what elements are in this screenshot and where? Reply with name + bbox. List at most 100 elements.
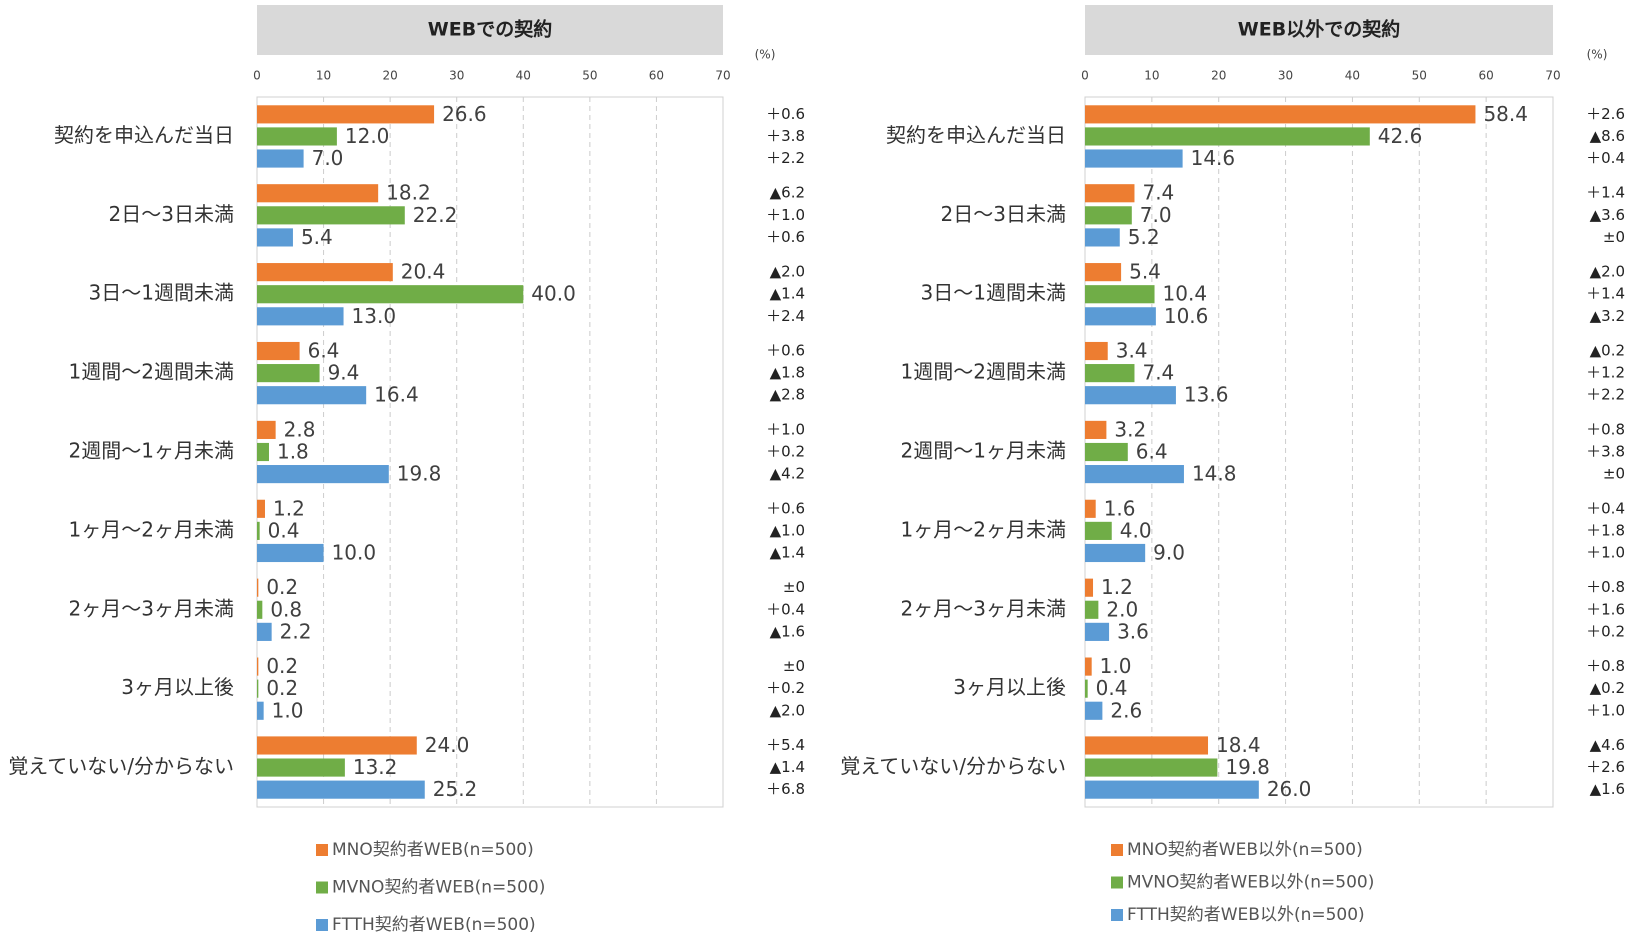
value-label: 20.4	[401, 260, 446, 284]
change-label: ＋2.6	[1586, 758, 1625, 776]
category-label: 覚えていない/分からない	[840, 754, 1066, 778]
legend-swatch	[316, 919, 328, 931]
category-label: 3ヶ月以上後	[953, 675, 1066, 699]
x-tick-label: 10	[316, 69, 331, 83]
value-label: 5.4	[301, 225, 333, 249]
bar	[257, 578, 259, 597]
change-label: ＋0.8	[1586, 420, 1625, 438]
category-label: 2日～3日未満	[941, 202, 1066, 226]
x-tick-label: 30	[1278, 69, 1293, 83]
bar	[1085, 105, 1476, 124]
category-label: 3日～1週間未満	[921, 281, 1066, 305]
change-label: ▲4.2	[770, 465, 805, 483]
change-label: ▲1.4	[770, 758, 805, 776]
bar	[257, 206, 405, 225]
change-label: ＋0.6	[766, 228, 805, 246]
bar	[257, 600, 263, 619]
value-label: 10.6	[1164, 304, 1209, 328]
unit-label: (%)	[1587, 48, 1608, 62]
bar	[257, 285, 524, 304]
unit-label: (%)	[755, 48, 776, 62]
change-label: ＋0.6	[766, 499, 805, 517]
chart-title: WEB以外での契約	[1238, 18, 1400, 41]
change-label: ▲8.6	[1590, 127, 1625, 145]
bar	[257, 521, 260, 540]
bar	[257, 758, 345, 777]
change-label: ＋3.8	[766, 127, 805, 145]
change-label: ▲0.2	[1590, 342, 1625, 360]
category-label: 1ヶ月～2ヶ月未満	[901, 517, 1066, 541]
bar	[257, 499, 265, 518]
bar	[1085, 701, 1103, 720]
value-label: 0.4	[1096, 676, 1128, 700]
category-label: 覚えていない/分からない	[8, 754, 234, 778]
change-label: ▲2.8	[770, 386, 805, 404]
bar	[1085, 578, 1094, 597]
bar	[257, 420, 276, 439]
value-label: 12.0	[345, 124, 390, 148]
bar	[257, 657, 259, 676]
x-tick-label: 70	[715, 69, 730, 83]
value-label: 0.2	[266, 654, 298, 678]
legend-label: MNO契約者WEB以外(n=500)	[1127, 840, 1363, 860]
bar	[1085, 465, 1184, 484]
change-label: ＋0.8	[1586, 657, 1625, 675]
change-label: ＋3.8	[1586, 443, 1625, 461]
change-label: ▲1.8	[770, 364, 805, 382]
value-label: 3.2	[1114, 417, 1146, 441]
change-label: ＋0.2	[766, 443, 805, 461]
category-label: 1週間～2週間未満	[901, 360, 1066, 384]
change-label: ▲3.6	[1590, 206, 1625, 224]
change-label: ±0	[783, 578, 805, 596]
change-label: ＋2.6	[1586, 105, 1625, 123]
change-label: ＋1.4	[1586, 285, 1625, 303]
change-label: ＋1.0	[1586, 701, 1625, 719]
change-label: ▲1.4	[770, 285, 805, 303]
x-tick-label: 60	[1479, 69, 1494, 83]
legend-label: FTTH契約者WEB(n=500)	[332, 915, 536, 935]
bar	[257, 465, 389, 484]
x-tick-label: 10	[1144, 69, 1159, 83]
bar	[1085, 780, 1259, 799]
bar	[257, 228, 293, 247]
bar	[257, 127, 337, 146]
value-label: 7.0	[1140, 203, 1172, 227]
bar	[257, 184, 379, 203]
value-label: 19.8	[397, 462, 442, 486]
value-label: 42.6	[1378, 124, 1423, 148]
bar	[257, 543, 324, 563]
bar	[1085, 521, 1112, 540]
change-label: ▲1.0	[770, 521, 805, 539]
x-tick-label: 40	[1345, 69, 1360, 83]
change-label: ＋1.4	[1586, 184, 1625, 202]
x-tick-label: 0	[253, 69, 261, 83]
value-label: 22.2	[413, 203, 458, 227]
value-label: 1.2	[1101, 575, 1133, 599]
value-label: 18.2	[386, 181, 431, 205]
category-label: 2日～3日未満	[109, 202, 234, 226]
value-label: 4.0	[1120, 518, 1152, 542]
x-tick-label: 20	[383, 69, 398, 83]
value-label: 2.0	[1106, 597, 1138, 621]
value-label: 1.6	[1104, 496, 1136, 520]
bar	[257, 622, 272, 641]
bar	[257, 442, 269, 462]
change-label: ＋0.4	[766, 600, 805, 618]
change-label: ＋6.8	[766, 780, 805, 798]
value-label: 25.2	[433, 777, 478, 801]
change-label: ＋5.4	[766, 736, 805, 754]
change-label: ＋1.8	[1586, 521, 1625, 539]
value-label: 3.6	[1117, 619, 1149, 643]
legend-label: MNO契約者WEB(n=500)	[332, 840, 534, 860]
bar	[257, 364, 320, 383]
value-label: 5.2	[1128, 225, 1160, 249]
title-box	[1085, 5, 1553, 55]
bar	[1085, 600, 1099, 619]
bar	[1085, 341, 1108, 361]
legend-label: MVNO契約者WEB以外(n=500)	[1127, 873, 1374, 893]
category-label: 契約を申込んだ当日	[54, 123, 234, 147]
bar	[1085, 420, 1107, 439]
value-label: 1.8	[277, 440, 309, 464]
x-tick-label: 60	[649, 69, 664, 83]
category-label: 2週間～1ヶ月未満	[901, 439, 1066, 463]
